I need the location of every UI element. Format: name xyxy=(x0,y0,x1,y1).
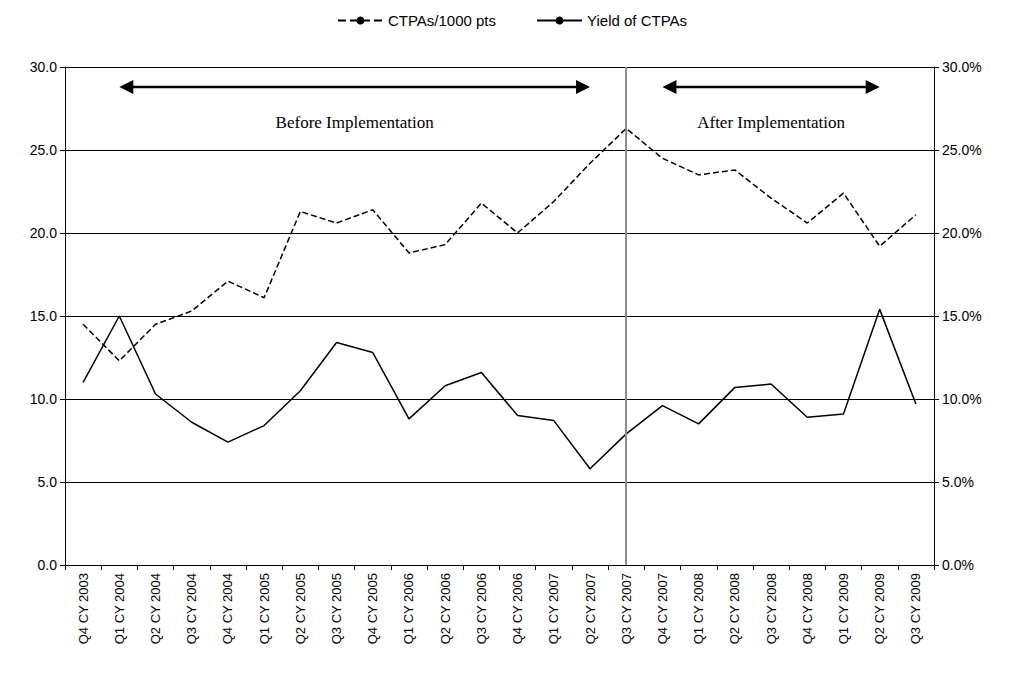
svg-text:25.0%: 25.0% xyxy=(942,142,982,158)
svg-text:10.0%: 10.0% xyxy=(942,391,982,407)
svg-text:Q2 CY 2006: Q2 CY 2006 xyxy=(438,573,453,644)
svg-text:Q3 CY 2005: Q3 CY 2005 xyxy=(329,573,344,644)
svg-text:Q4 CY 2003: Q4 CY 2003 xyxy=(76,573,91,644)
svg-text:Q2 CY 2007: Q2 CY 2007 xyxy=(583,573,598,644)
svg-text:Q3 CY 2006: Q3 CY 2006 xyxy=(474,573,489,644)
svg-text:10.0: 10.0 xyxy=(30,391,57,407)
svg-text:Q4 CY 2007: Q4 CY 2007 xyxy=(655,573,670,644)
svg-text:Q4 CY 2005: Q4 CY 2005 xyxy=(365,573,380,644)
svg-text:CTPAs/1000 pts: CTPAs/1000 pts xyxy=(388,12,496,29)
svg-text:25.0: 25.0 xyxy=(30,142,57,158)
svg-text:Q3 CY 2008: Q3 CY 2008 xyxy=(764,573,779,644)
svg-text:5.0%: 5.0% xyxy=(942,474,974,490)
svg-text:Q2 CY 2008: Q2 CY 2008 xyxy=(727,573,742,644)
svg-text:0.0: 0.0 xyxy=(38,557,58,573)
svg-text:Yield of CTPAs: Yield of CTPAs xyxy=(587,12,687,29)
svg-text:Q4 CY 2004: Q4 CY 2004 xyxy=(220,573,235,644)
svg-text:Q4 CY 2006: Q4 CY 2006 xyxy=(510,573,525,644)
svg-text:0.0%: 0.0% xyxy=(942,557,974,573)
svg-text:15.0: 15.0 xyxy=(30,308,57,324)
svg-text:Q2 CY 2005: Q2 CY 2005 xyxy=(293,573,308,644)
svg-text:15.0%: 15.0% xyxy=(942,308,982,324)
svg-text:20.0: 20.0 xyxy=(30,225,57,241)
svg-text:Before Implementation: Before Implementation xyxy=(276,113,435,132)
svg-text:Q1 CY 2007: Q1 CY 2007 xyxy=(546,573,561,644)
svg-text:Q3 CY 2009: Q3 CY 2009 xyxy=(908,573,923,644)
svg-text:Q1 CY 2004: Q1 CY 2004 xyxy=(112,573,127,644)
svg-text:20.0%: 20.0% xyxy=(942,225,982,241)
svg-text:Q1 CY 2008: Q1 CY 2008 xyxy=(691,573,706,644)
svg-text:30.0%: 30.0% xyxy=(942,59,982,75)
svg-text:After Implementation: After Implementation xyxy=(697,113,845,132)
svg-text:30.0: 30.0 xyxy=(30,59,57,75)
svg-text:Q2 CY 2004: Q2 CY 2004 xyxy=(148,573,163,644)
svg-text:Q3 CY 2004: Q3 CY 2004 xyxy=(184,573,199,644)
svg-text:Q1 CY 2009: Q1 CY 2009 xyxy=(836,573,851,644)
svg-text:Q1 CY 2005: Q1 CY 2005 xyxy=(257,573,272,644)
svg-text:Q1 CY 2006: Q1 CY 2006 xyxy=(401,573,416,644)
svg-text:Q3 CY 2007: Q3 CY 2007 xyxy=(619,573,634,644)
svg-text:Q2 CY 2009: Q2 CY 2009 xyxy=(872,573,887,644)
svg-text:Q4 CY 2008: Q4 CY 2008 xyxy=(800,573,815,644)
svg-text:5.0: 5.0 xyxy=(38,474,58,490)
